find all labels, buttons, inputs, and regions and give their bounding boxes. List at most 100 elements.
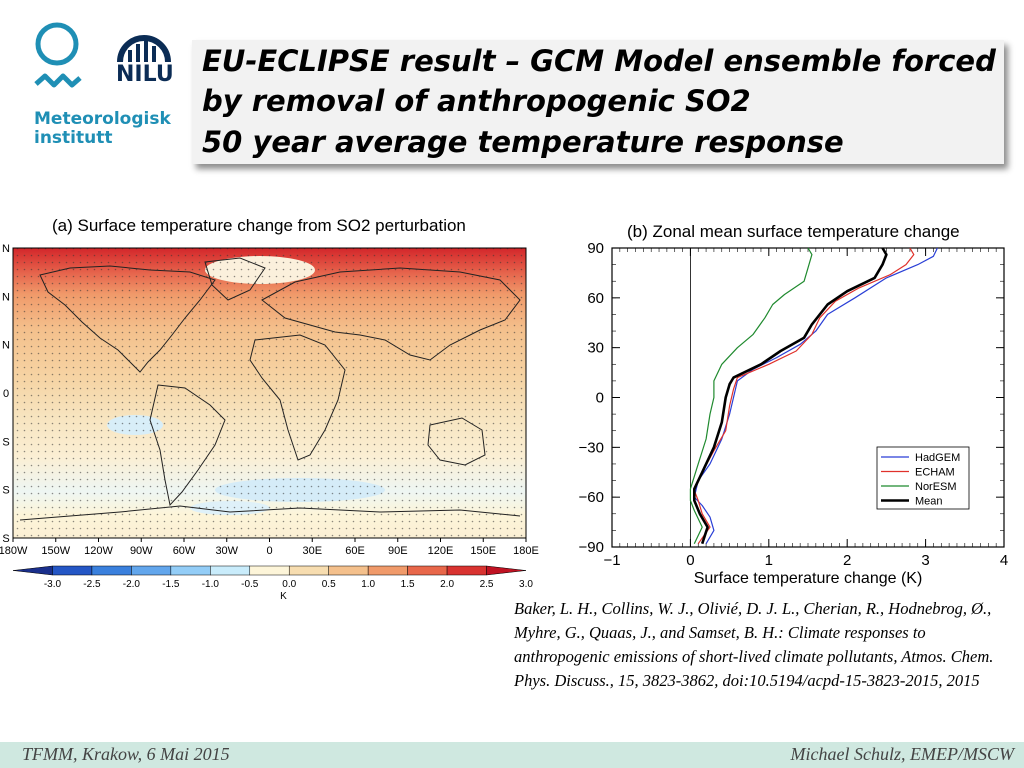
map-lat-tick-label: S: [2, 485, 9, 497]
colorbar-tick-label: -0.5: [241, 579, 259, 590]
continent-outlines: [19, 257, 521, 521]
map-lon-tick-label: 150E: [470, 545, 496, 557]
footer-right-text: Michael Schulz, EMEP/MSCW: [790, 744, 1014, 764]
chart-ticks: −1 0 1 2 3 4 90 60 30 0 −30 −60 −90: [579, 240, 1009, 569]
nilu-logo-text: NILU: [116, 62, 174, 87]
map-lon-tick-label: 120E: [428, 545, 454, 557]
chart-y-tick-label: 0: [596, 390, 604, 407]
legend-label-hadgem: HadGEM: [915, 452, 960, 464]
colorbar-swatch: [52, 565, 93, 576]
map-stipple: [13, 248, 526, 538]
map-lon-tick-label: 0: [266, 545, 272, 557]
met-logo: [34, 22, 171, 88]
colorbar-swatch: [288, 565, 329, 576]
colorbar-unit: K: [280, 591, 287, 602]
colorbar-swatch: [407, 565, 448, 576]
map-lon-tick-label: 30W: [215, 545, 238, 557]
title-line-2: by removal of anthropogenic SO2: [202, 84, 751, 118]
title-box: EU-ECLIPSE result – GCM Model ensemble f…: [192, 40, 1004, 164]
chart-x-tick-label: 0: [686, 552, 694, 569]
map-field: [13, 248, 526, 538]
map-lat-tick-label: S: [2, 533, 9, 545]
chart-y-tick-label: −60: [579, 489, 604, 506]
footer-left-text: TFMM, Krakow, 6 Mai 2015: [22, 744, 230, 764]
map-lat-tick-label: 0: [3, 388, 9, 400]
met-logo-line1: Meteorologisk: [34, 109, 171, 129]
chart-y-tick-label: 90: [587, 240, 604, 257]
map-lon-tick-label: 60W: [173, 545, 196, 557]
colorbar-tick-label: 2.0: [440, 579, 454, 590]
colorbar-swatch: [446, 565, 487, 576]
map-cool-patch-pacific: [107, 415, 163, 435]
colorbar-swatch: [249, 565, 290, 576]
chart-title: (b) Zonal mean surface temperature chang…: [627, 222, 960, 241]
colorbar-tick-label: 1.0: [361, 579, 375, 590]
series-line-hadgem: [693, 247, 938, 545]
map-lon-tick-label: 150W: [41, 545, 70, 557]
map-lat-tick-label: N: [2, 291, 10, 303]
chart-y-tick-label: −30: [579, 439, 604, 456]
chart-y-tick-label: 30: [587, 340, 604, 357]
chart-x-tick-label: 1: [765, 552, 773, 569]
colorbar-swatch: [486, 565, 527, 576]
colorbar-swatch: [328, 565, 369, 576]
continent-africa: [249, 334, 346, 461]
map-lon-ticks: 180W 150W 120W 90W 60W 30W 0 30E 60E 90E 120E 150E 1…: [0, 538, 539, 557]
chart-frame: [611, 247, 1005, 548]
title-line-3: 50 year average temperature response: [202, 125, 844, 159]
colorbar-tick-label: 1.5: [401, 579, 415, 590]
colorbar-swatch: [210, 565, 251, 576]
colorbar-tick-label: -1.5: [162, 579, 180, 590]
colorbar-tick-label: -2.0: [123, 579, 141, 590]
chart-x-tick-label: 3: [921, 552, 929, 569]
met-logo-wave-icon: [34, 73, 82, 88]
colorbar-swatch: [131, 565, 172, 576]
chart-y-tick-label: 60: [587, 290, 604, 307]
colorbar-tick-label: -3.0: [44, 579, 62, 590]
map-lat-tick-label: N: [2, 340, 10, 352]
map-lon-tick-label: 180E: [513, 545, 539, 557]
colorbar-tick-label: 0.5: [322, 579, 336, 590]
title-line-1: EU-ECLIPSE result – GCM Model ensemble f…: [202, 44, 996, 78]
colorbar-tick-label: -2.5: [83, 579, 101, 590]
colorbar: -3.0 -2.5 -2.0 -1.5 -1.0 -0.5 0.0 0.5 1.0 1.5 2.0 2…: [12, 565, 533, 602]
map-lat-tick-label: N: [2, 243, 10, 255]
continent-antarctica: [19, 505, 521, 521]
met-logo-text: Meteorologisk institutt: [34, 110, 171, 148]
map-lat-ticks: N N N 0 S S S: [2, 243, 10, 545]
map-lat-tick-label: S: [2, 436, 9, 448]
map-lon-tick-label: 120W: [84, 545, 113, 557]
map-lon-tick-label: 60E: [345, 545, 365, 557]
continent-eurasia: [261, 267, 521, 361]
chart-y-tick-label: −90: [579, 539, 604, 556]
colorbar-tick-label: 0.0: [282, 579, 296, 590]
legend-box: [876, 446, 970, 510]
chart-series: [689, 247, 938, 545]
colorbar-tick-label: 3.0: [519, 579, 533, 590]
map-panel-title: (a) Surface temperature change from SO2 …: [52, 216, 466, 235]
map-cool-patch-southern: [215, 478, 385, 502]
map-lon-tick-label: 90E: [388, 545, 408, 557]
colorbar-swatch: [12, 565, 53, 576]
colorbar-swatch: [170, 565, 211, 576]
footer-bar: [0, 742, 1024, 768]
map-lon-tick-label: 30E: [302, 545, 322, 557]
chart-xlabel: Surface temperature change (K): [694, 570, 923, 587]
colorbar-tick-label: 2.5: [480, 579, 494, 590]
legend-label-echam: ECHAM: [915, 467, 955, 479]
chart-legend: HadGEM ECHAM NorESM Mean: [876, 446, 970, 510]
map-lon-tick-label: 90W: [130, 545, 153, 557]
continent-north-america: [39, 265, 216, 373]
continent-australia: [427, 417, 486, 466]
colorbar-swatch: [367, 565, 408, 576]
colorbar-tick-label: -1.0: [202, 579, 220, 590]
chart-x-tick-label: −1: [603, 552, 620, 569]
series-line-echam: [693, 247, 915, 545]
chart-x-tick-label: 4: [1000, 552, 1008, 569]
series-line-noresm: [689, 247, 813, 544]
series-line-mean: [692, 247, 888, 545]
map-cool-patch-south2: [190, 501, 270, 515]
legend-label-noresm: NorESM: [915, 481, 957, 493]
map-lon-tick-label: 180W: [0, 545, 28, 557]
nilu-logo-arc-icon: [117, 35, 171, 63]
